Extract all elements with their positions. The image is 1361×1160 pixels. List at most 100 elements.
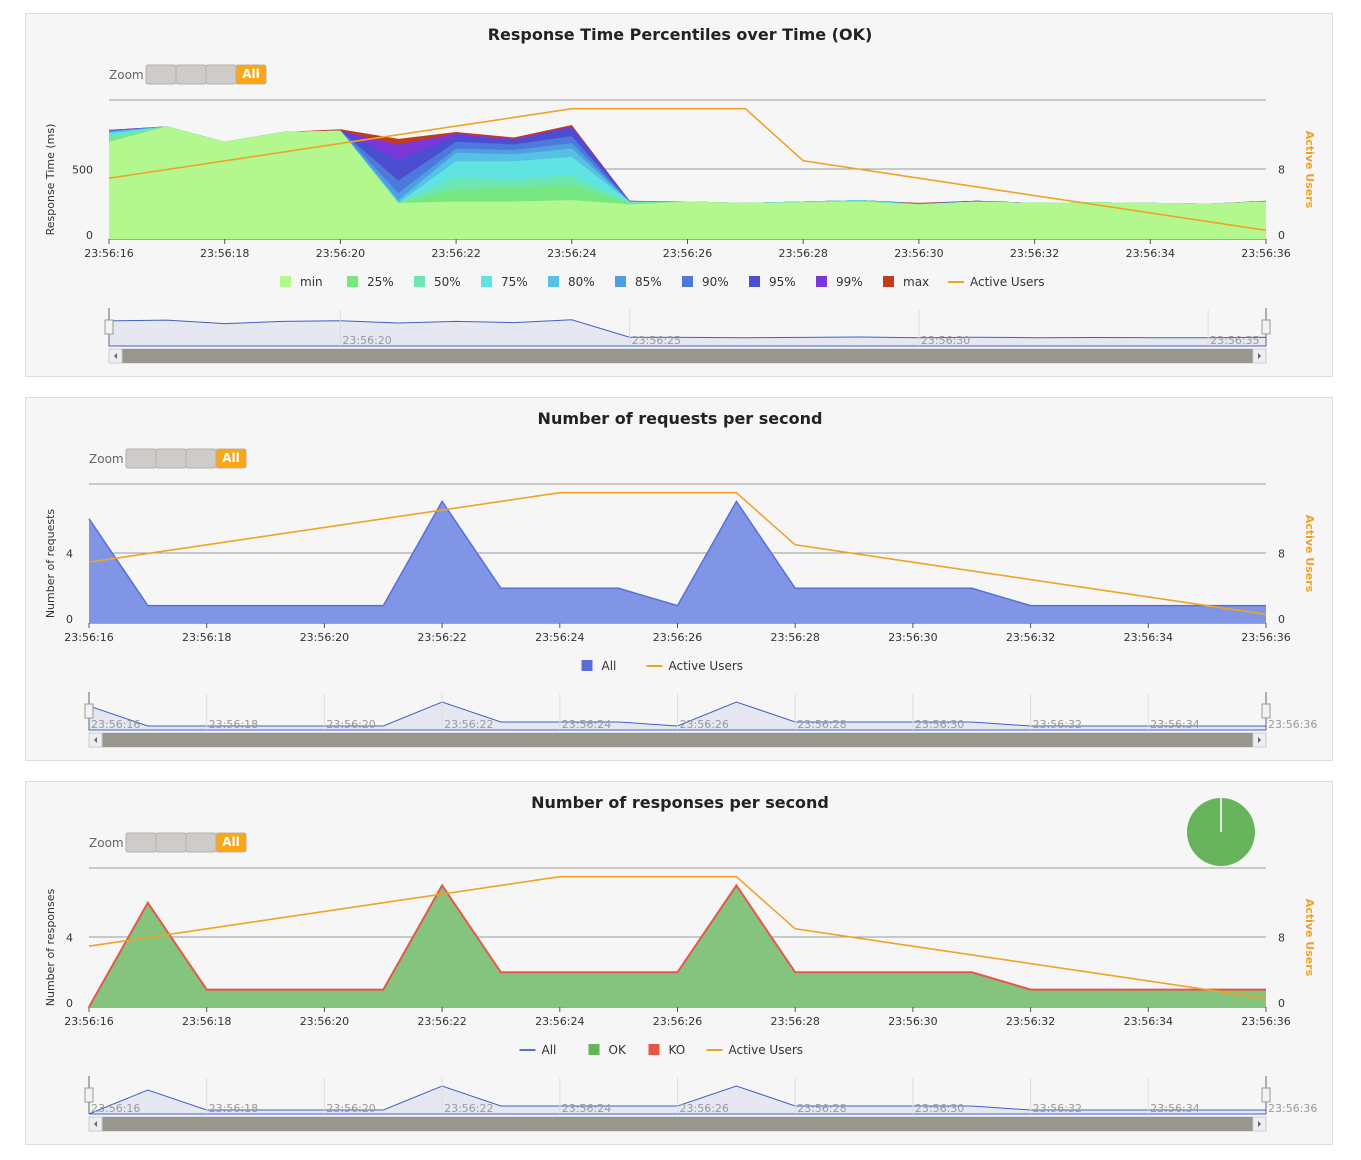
legend-item-50-[interactable]: 50%	[414, 275, 461, 289]
responses-per-second-panel: Number of responses per second Zoom All 23…	[25, 781, 1333, 1145]
navigator-tick-label: 23:56:34	[1150, 1102, 1199, 1115]
zoom-range-button-0[interactable]	[145, 64, 177, 85]
navigator-series	[108, 319, 1267, 347]
x-tick-label: 23:56:18	[182, 631, 231, 644]
zoom-all-button[interactable]	[215, 448, 247, 469]
navigator-left-handle[interactable]	[84, 1087, 94, 1103]
chart-title: Response Time Percentiles over Time (OK)	[488, 25, 873, 44]
legend: All OK KO Active Users	[519, 1043, 804, 1057]
navigator-tick-label: 23:56:28	[797, 1102, 846, 1115]
navigator[interactable]: 23:56:16 23:56:18 23:56:20 23:56:22 23:56:24…	[84, 692, 1317, 748]
legend-label: All	[542, 1043, 557, 1057]
navigator-right-handle[interactable]	[1261, 703, 1271, 719]
legend-label: 85%	[635, 275, 662, 289]
zoom-range-button-0[interactable]	[125, 448, 157, 469]
scrollbar-left-arrow-icon	[94, 1121, 97, 1127]
legend-item-all[interactable]: All	[581, 659, 617, 673]
legend-item-99-[interactable]: 99%	[816, 275, 863, 289]
series-area-ok	[89, 885, 1266, 1007]
legend-item-ko[interactable]: KO	[648, 1043, 686, 1057]
series-area-min	[109, 126, 1266, 239]
legend-swatch	[682, 276, 693, 287]
navigator-right-handle[interactable]	[1261, 319, 1271, 335]
zoom-label: Zoom	[89, 452, 124, 466]
y2-tick-label: 8	[1278, 932, 1285, 945]
legend-label: KO	[669, 1043, 686, 1057]
zoom-all-button[interactable]	[215, 832, 247, 853]
legend-item-85-[interactable]: 85%	[615, 275, 662, 289]
legend-item-active-users[interactable]: Active Users	[948, 275, 1045, 289]
legend-item-max[interactable]: max	[883, 275, 929, 289]
x-tick-label: 23:56:18	[200, 247, 249, 260]
zoom-range-button-1[interactable]	[175, 64, 207, 85]
legend-label: Active Users	[729, 1043, 804, 1057]
y-tick-label: 0	[66, 997, 73, 1010]
legend-swatch	[816, 276, 827, 287]
legend-item-active-users[interactable]: Active Users	[706, 1043, 804, 1057]
legend-label: max	[903, 275, 929, 289]
x-tick-label: 23:56:34	[1124, 631, 1173, 644]
navigator-right-handle[interactable]	[1261, 1087, 1271, 1103]
zoom-range-button-1[interactable]	[155, 448, 187, 469]
y2-axis-title: Active Users	[1303, 899, 1316, 977]
legend-swatch	[749, 276, 760, 287]
scrollbar-thumb[interactable]	[122, 349, 1253, 363]
navigator-tick-label: 23:56:20	[326, 1102, 375, 1115]
active-users-line	[88, 491, 1267, 616]
x-tick-label: 23:56:24	[535, 1015, 584, 1028]
x-tick-label: 23:56:36	[1241, 247, 1290, 260]
legend-item-80-[interactable]: 80%	[548, 275, 595, 289]
y-tick-label: 0	[86, 229, 93, 242]
legend-item-75-[interactable]: 75%	[481, 275, 528, 289]
legend-swatch	[588, 1044, 600, 1055]
legend-item-min[interactable]: min	[280, 275, 323, 289]
x-tick-label: 23:56:34	[1126, 247, 1175, 260]
x-tick-label: 23:56:26	[653, 1015, 702, 1028]
zoom-range-button-2[interactable]	[205, 64, 237, 85]
legend-swatch	[280, 276, 291, 287]
navigator-tick-label: 23:56:25	[632, 334, 681, 347]
navigator-tick-label: 23:56:26	[680, 718, 729, 731]
navigator-tick-label: 23:56:28	[797, 718, 846, 731]
legend-label: Active Users	[970, 275, 1045, 289]
legend-item-ok[interactable]: OK	[588, 1043, 627, 1057]
navigator-tick-label: 23:56:16	[91, 1102, 140, 1115]
navigator-left-handle[interactable]	[104, 319, 114, 335]
response-time-percentiles-chart: Response Time Percentiles over Time (OK)…	[44, 25, 1316, 364]
scrollbar-thumb[interactable]	[102, 733, 1253, 747]
legend-item-25-[interactable]: 25%	[347, 275, 394, 289]
responses-per-second-chart: Number of responses per second Zoom All 23…	[44, 793, 1317, 1132]
x-tick-label: 23:56:24	[535, 631, 584, 644]
ok-ko-pie	[1187, 798, 1255, 866]
zoom-range-button-2[interactable]	[185, 832, 217, 853]
legend-label: 80%	[568, 275, 595, 289]
legend-swatch	[414, 276, 425, 287]
x-tick-label: 23:56:22	[417, 631, 466, 644]
navigator[interactable]: 23:56:20 23:56:25 23:56:30 23:56:35	[104, 308, 1271, 364]
legend-swatch	[548, 276, 559, 287]
zoom-label: Zoom	[89, 836, 124, 850]
legend-item-active-users[interactable]: Active Users	[646, 659, 744, 673]
y-tick-label: 500	[72, 164, 93, 177]
navigator[interactable]: 23:56:16 23:56:18 23:56:20 23:56:22 23:56:24…	[84, 1076, 1317, 1132]
zoom-control: Zoom All	[109, 64, 267, 85]
scrollbar-thumb[interactable]	[102, 1117, 1253, 1131]
zoom-range-button-0[interactable]	[125, 832, 157, 853]
y-tick-label: 0	[66, 613, 73, 626]
zoom-range-button-1[interactable]	[155, 832, 187, 853]
navigator-left-handle[interactable]	[84, 703, 94, 719]
navigator-series	[88, 701, 1267, 731]
zoom-label: Zoom	[109, 68, 144, 82]
zoom-range-button-2[interactable]	[185, 448, 217, 469]
legend-item-all[interactable]: All	[519, 1043, 557, 1057]
x-tick-label: 23:56:20	[300, 1015, 349, 1028]
x-tick-label: 23:56:28	[778, 247, 827, 260]
legend-label: 50%	[434, 275, 461, 289]
y2-tick-label: 8	[1278, 548, 1285, 561]
legend-item-95-[interactable]: 95%	[749, 275, 796, 289]
navigator-tick-label: 23:56:30	[915, 1102, 964, 1115]
navigator-tick-label: 23:56:20	[342, 334, 391, 347]
zoom-all-button[interactable]	[235, 64, 267, 85]
navigator-tick-label: 23:56:24	[562, 718, 611, 731]
legend-item-90-[interactable]: 90%	[682, 275, 729, 289]
